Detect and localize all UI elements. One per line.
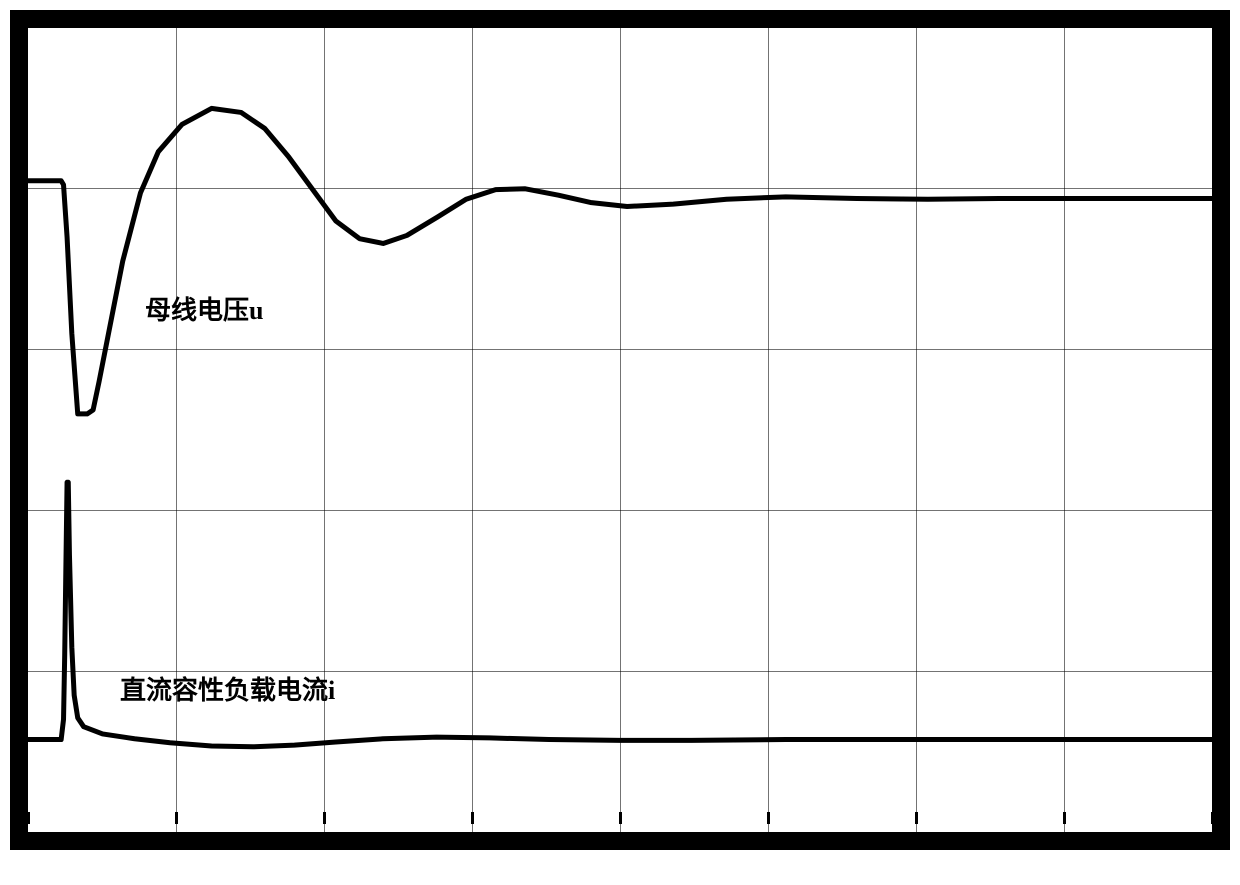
chart-label: 母线电压u (145, 290, 263, 327)
series-bus-voltage-u (28, 108, 1212, 414)
curves-svg (28, 28, 1212, 832)
chart-label: 直流容性负载电流i (120, 670, 335, 707)
plot-area (28, 28, 1212, 832)
series-dc-capacitive-load-current-i (28, 482, 1212, 747)
